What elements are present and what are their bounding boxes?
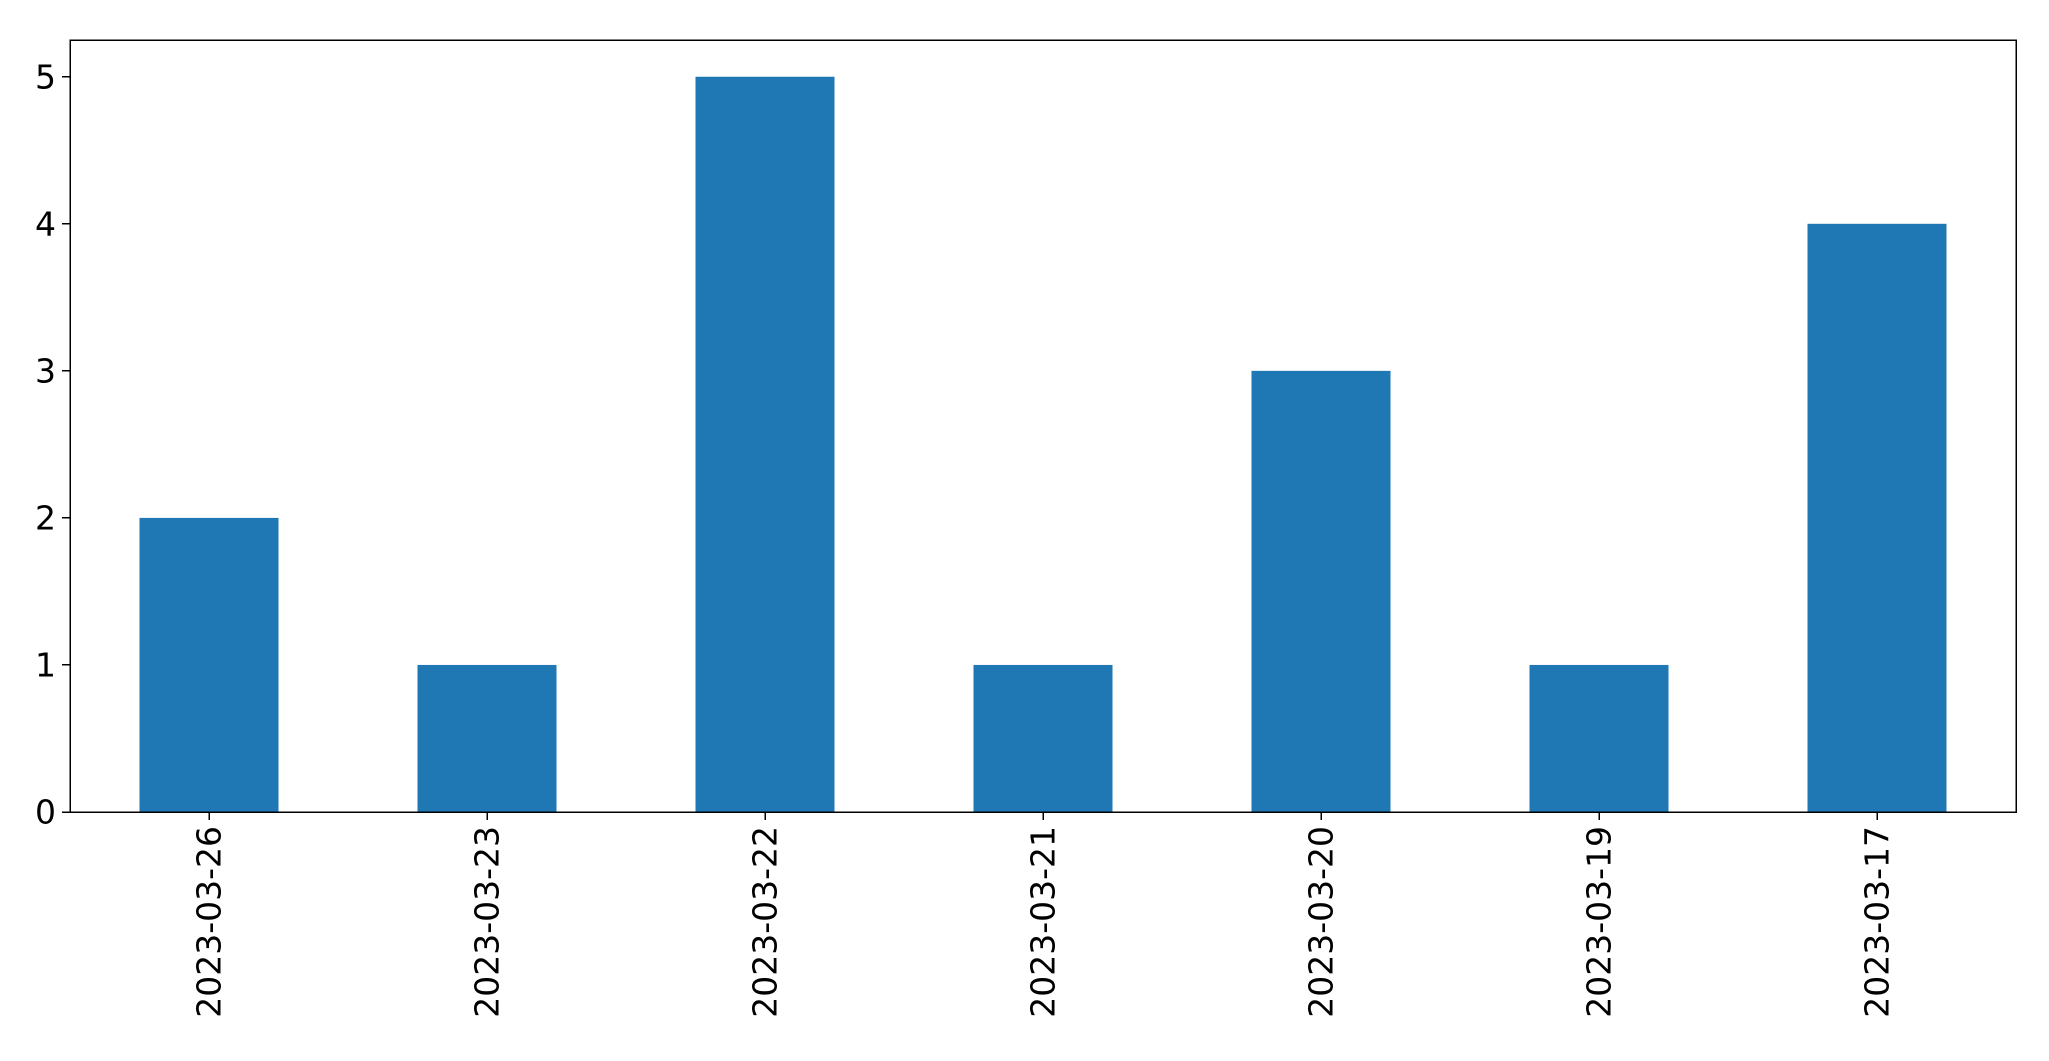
x-tick-label: 2023-03-21 — [1024, 826, 1063, 1018]
plot-frame — [69, 39, 2017, 813]
x-tick-label: 2023-03-23 — [468, 826, 507, 1018]
bar-2023-03-19 — [1529, 664, 1669, 812]
y-tick-label: 1 — [35, 645, 56, 684]
y-tick-label: 4 — [35, 204, 56, 243]
x-tick-label: 2023-03-17 — [1858, 826, 1897, 1018]
x-tick-label: 2023-03-20 — [1302, 826, 1341, 1018]
x-tick-label: 2023-03-22 — [746, 826, 785, 1018]
y-tick-label: 5 — [35, 57, 56, 96]
x-axis: 2023-03-26 2023-03-23 2023-03-22 2023-03-21… — [190, 812, 1897, 1018]
bar-2023-03-22 — [695, 76, 835, 812]
x-tick-label: 2023-03-26 — [190, 826, 229, 1018]
bar-2023-03-20 — [1251, 370, 1391, 812]
y-axis: 0 1 2 3 4 5 — [35, 57, 70, 832]
y-tick-label: 0 — [35, 793, 56, 832]
x-tick-label: 2023-03-19 — [1580, 826, 1619, 1018]
y-tick-label: 3 — [35, 351, 56, 390]
y-tick-label: 2 — [35, 498, 56, 537]
bar-2023-03-17 — [1807, 223, 1947, 813]
bar-2023-03-23 — [417, 664, 557, 812]
bars-group — [139, 76, 1947, 813]
bar-2023-03-26 — [139, 517, 279, 812]
bar-2023-03-21 — [973, 664, 1113, 812]
